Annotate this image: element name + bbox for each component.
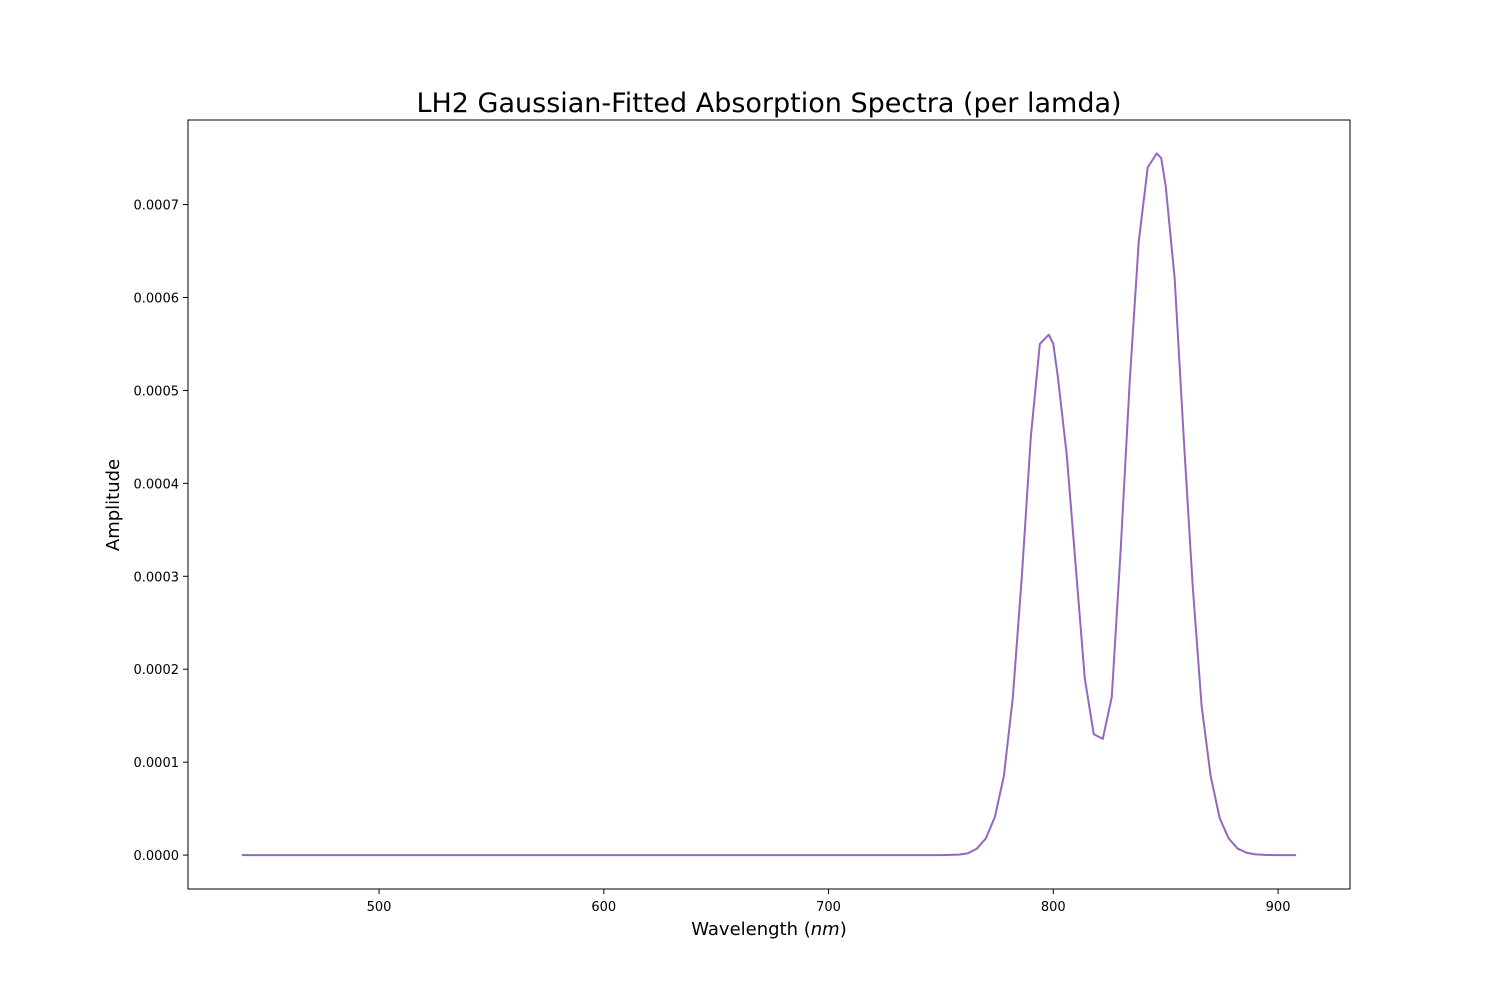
y-tick-label: 0.0003 <box>134 570 180 585</box>
x-axis: 500 600 700 800 900 <box>367 889 1291 915</box>
y-axis: 0.0000 0.0001 0.0002 0.0003 0.0004 0.0005 0.00… <box>134 199 188 864</box>
y-axis-label: Amplitude <box>103 459 124 551</box>
y-tick-label: 0.0001 <box>134 756 180 771</box>
x-tick-label: 800 <box>1041 900 1066 915</box>
y-tick-label: 0.0006 <box>134 291 180 306</box>
x-axis-label: Wavelength (nm) <box>691 919 847 940</box>
y-tick-label: 0.0002 <box>134 663 180 678</box>
x-tick-label: 500 <box>367 900 392 915</box>
chart-title: LH2 Gaussian-Fitted Absorption Spectra (… <box>416 88 1121 119</box>
y-tick-label: 0.0000 <box>134 849 180 864</box>
x-tick-label: 700 <box>816 900 841 915</box>
x-tick-label: 600 <box>591 900 616 915</box>
x-tick-label: 900 <box>1266 900 1291 915</box>
series-line <box>241 152 1297 857</box>
y-tick-label: 0.0007 <box>134 199 180 214</box>
y-tick-label: 0.0005 <box>134 384 180 399</box>
y-tick-label: 0.0004 <box>134 477 180 492</box>
plot-area <box>187 119 1351 890</box>
